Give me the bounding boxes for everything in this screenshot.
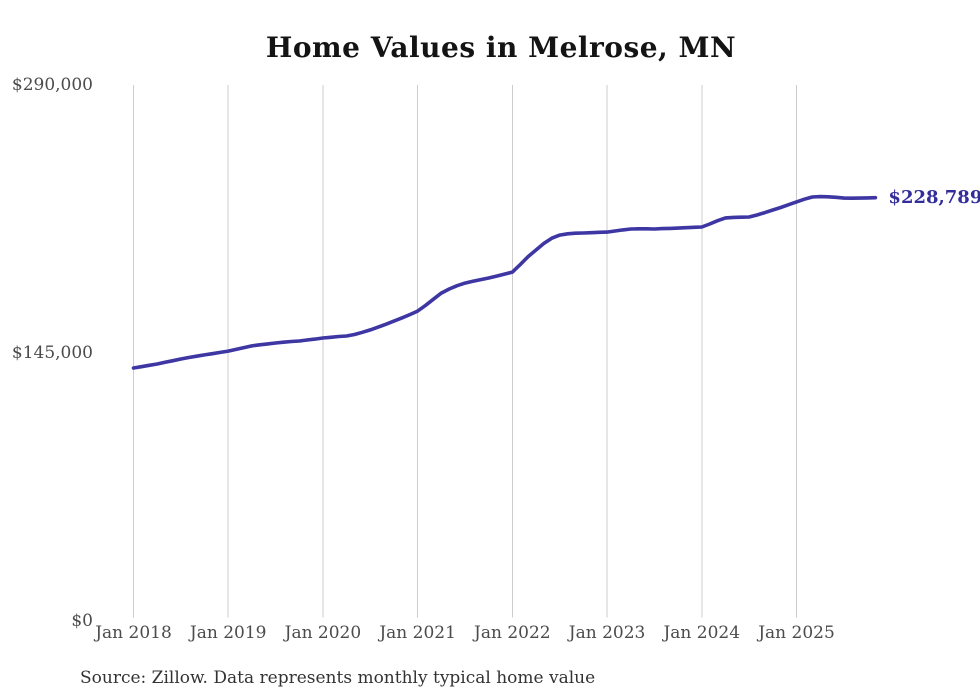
chart-title: Home Values in Melrose, MN (265, 31, 737, 64)
x-tick-label: Jan 2022 (474, 623, 551, 643)
x-tick-label: Jan 2021 (379, 623, 456, 643)
home-value-line-series (131, 194, 878, 370)
y-axis-tick-label: $290,000 (11, 75, 93, 95)
y-axis-tick-label: $145,000 (11, 343, 93, 363)
x-tick-label: Jan 2023 (568, 623, 646, 643)
x-tick-label: Jan 2018 (95, 623, 172, 643)
x-tick-label: Jan 2025 (758, 623, 835, 643)
x-tick-label: Jan 2020 (284, 623, 362, 643)
y-axis-tick-label: $0 (71, 611, 93, 631)
x-tick-label: Jan 2019 (189, 623, 267, 643)
x-tick-label: Jan 2024 (663, 623, 741, 643)
source-note: Source: Zillow. Data represents monthly … (80, 668, 596, 688)
latest-value-label: $228,789 (888, 186, 980, 208)
